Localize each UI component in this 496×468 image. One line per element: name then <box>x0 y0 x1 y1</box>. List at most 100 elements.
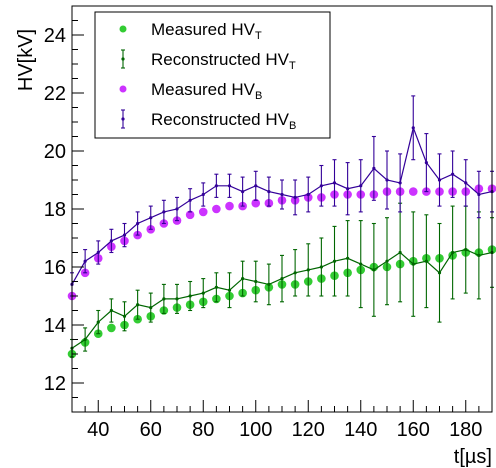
x-tick-label: 40 <box>87 419 109 441</box>
legend-label-measured_T: Measured HVT <box>151 20 262 42</box>
data-point <box>227 184 232 188</box>
x-tick-label: 120 <box>292 419 325 441</box>
data-point <box>198 207 208 217</box>
data-point <box>437 271 442 275</box>
data-point <box>319 265 323 269</box>
data-point <box>372 268 376 272</box>
data-point <box>385 259 389 263</box>
data-point <box>280 192 284 197</box>
data-point <box>306 268 310 272</box>
data-point <box>122 233 127 237</box>
legend-marker <box>119 85 127 93</box>
data-point <box>451 172 455 176</box>
data-point <box>464 248 468 252</box>
data-point <box>96 250 100 255</box>
data-point <box>411 262 415 266</box>
x-tick-label: 140 <box>344 419 377 441</box>
data-point <box>408 187 418 196</box>
data-point <box>136 221 140 226</box>
x-tick-label: 80 <box>192 419 214 441</box>
y-tick-label: 24 <box>44 25 66 47</box>
data-point <box>267 190 271 194</box>
data-point <box>109 308 113 313</box>
legend-label-reconstructed_B: Reconstructed HVB <box>151 110 296 132</box>
data-point <box>254 279 258 284</box>
data-point <box>280 277 284 281</box>
x-tick-label: 180 <box>449 419 482 441</box>
data-point <box>212 204 221 214</box>
x-tick-label: 60 <box>140 419 162 441</box>
data-point <box>175 207 179 211</box>
data-point <box>188 294 192 298</box>
y-tick-label: 18 <box>44 199 66 221</box>
legend-label-reconstructed_T: Reconstructed HVT <box>151 50 296 72</box>
data-point <box>83 337 87 342</box>
data-point <box>398 181 402 185</box>
data-point <box>306 192 310 197</box>
legend-label-measured_B: Measured HVB <box>151 80 262 102</box>
data-point <box>385 178 389 182</box>
data-point <box>175 297 179 301</box>
y-tick-label: 14 <box>44 315 66 337</box>
legend-box <box>94 11 331 139</box>
y-tick-label: 12 <box>44 373 66 395</box>
data-point <box>109 239 113 243</box>
series-reconstructed_T <box>70 202 494 358</box>
data-point <box>346 187 350 191</box>
data-point <box>188 198 192 202</box>
data-point <box>122 314 127 318</box>
data-layer <box>67 95 496 359</box>
data-point <box>241 277 245 281</box>
data-point <box>293 271 297 275</box>
data-point <box>136 303 140 307</box>
data-point <box>332 259 337 263</box>
x-tick-label: 100 <box>239 419 272 441</box>
data-point <box>227 288 232 292</box>
data-point <box>107 323 116 333</box>
data-point <box>346 256 350 260</box>
data-point <box>96 320 100 324</box>
data-point <box>372 166 376 170</box>
y-tick-label: 22 <box>44 83 66 105</box>
data-point <box>477 192 481 197</box>
y-axis-label: HV[kV] <box>15 29 37 91</box>
data-point <box>319 184 323 188</box>
data-point <box>149 306 153 310</box>
data-point <box>225 201 234 211</box>
data-point <box>267 282 271 286</box>
data-point <box>162 210 166 214</box>
data-point <box>162 297 166 301</box>
data-point <box>477 253 481 257</box>
y-tick-label: 16 <box>44 257 66 279</box>
x-axis-label: t[µs] <box>454 446 492 468</box>
legend: Measured HVT Reconstructed HVT Measured HV… <box>94 11 331 139</box>
data-point <box>254 184 258 188</box>
data-point <box>332 181 337 185</box>
data-point <box>359 184 363 188</box>
series-reconstructed_B <box>70 95 494 297</box>
data-point <box>437 178 442 182</box>
data-point <box>185 210 195 220</box>
legend-marker-dot <box>121 57 125 61</box>
data-point <box>214 285 218 289</box>
data-point <box>424 161 428 165</box>
data-point <box>201 192 205 197</box>
data-point <box>464 181 468 185</box>
data-point <box>359 262 363 266</box>
data-point <box>398 250 402 255</box>
data-point <box>293 195 297 199</box>
data-point <box>451 250 455 255</box>
data-point <box>149 216 153 220</box>
legend-marker-dot <box>121 117 125 121</box>
data-point <box>241 190 245 194</box>
x-tick-label: 160 <box>397 419 430 441</box>
legend-marker <box>119 25 127 33</box>
data-point <box>201 291 205 295</box>
axes-layer: 40 60 80 100 120 140 160 180 12 14 16 18 20 22 24 <box>44 5 493 441</box>
data-point <box>214 184 218 188</box>
data-point <box>424 259 428 263</box>
data-point <box>251 198 261 208</box>
y-tick-label: 20 <box>44 141 66 163</box>
data-point <box>83 259 87 263</box>
